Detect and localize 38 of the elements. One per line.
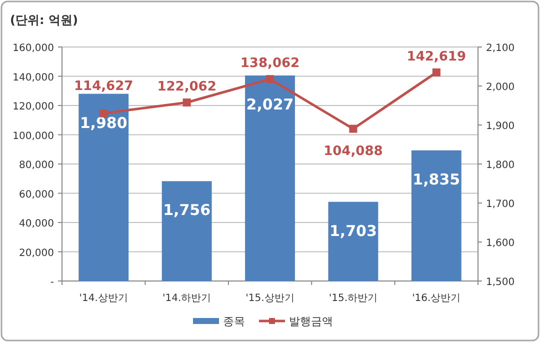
point <box>182 98 191 106</box>
y-tick-label: 20,000 <box>19 248 54 259</box>
y-tick-label: 60,000 <box>19 189 54 200</box>
legend-label: 발행금액 <box>289 315 333 328</box>
y-tick-label: 40,000 <box>19 218 54 230</box>
data-label: 2,027 <box>246 95 294 114</box>
chart-title: (단위: 억원) <box>10 13 78 27</box>
point <box>349 124 358 133</box>
data-label: 142,619 <box>406 49 466 64</box>
y-tick-label: 160,000 <box>12 43 54 54</box>
data-label: 114,627 <box>74 78 134 94</box>
y-tick-label: 80,000 <box>19 160 54 171</box>
x-tick-label: '14.상반기 <box>79 293 128 304</box>
legend-label: 종목 <box>223 315 245 328</box>
y2-tick-label: 1,800 <box>486 160 515 171</box>
data-label: 1,835 <box>412 170 460 188</box>
y-tick-label: 120,000 <box>12 102 54 112</box>
x-tick-label: '15.하반기 <box>328 293 378 304</box>
point <box>266 75 274 84</box>
y2-tick-label: 1,500 <box>486 277 515 288</box>
data-label: 122,062 <box>157 79 216 94</box>
data-label: 138,062 <box>240 56 300 72</box>
data-label: 1,980 <box>80 114 128 132</box>
x-tick-label: '14.하반기 <box>162 293 212 304</box>
data-label: 104,088 <box>324 144 383 159</box>
point <box>432 68 440 76</box>
data-label: 1,703 <box>329 222 377 240</box>
y2-tick-label: 1,700 <box>486 199 515 210</box>
y2-tick-label: 1,600 <box>486 238 515 249</box>
data-label: 1,756 <box>163 201 211 220</box>
y2-tick-label: 2,100 <box>486 43 515 54</box>
y-tick-label: 140,000 <box>12 72 54 84</box>
y2-tick-label: 2,000 <box>486 82 515 93</box>
y2-tick-label: 1,900 <box>486 121 515 132</box>
y-tick-label: - <box>50 277 54 288</box>
y-tick-label: 100,000 <box>12 130 54 142</box>
x-tick-label: '16.상반기 <box>412 293 461 304</box>
x-tick-label: '15.상반기 <box>246 293 294 304</box>
